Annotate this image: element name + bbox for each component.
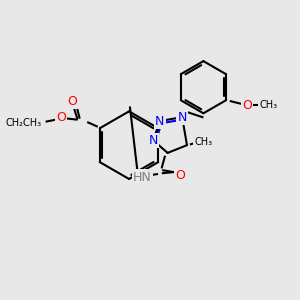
Text: O: O — [175, 169, 185, 182]
Text: N: N — [178, 111, 187, 124]
Text: HN: HN — [133, 170, 152, 184]
Text: N: N — [148, 134, 158, 147]
Text: CH₃: CH₃ — [260, 100, 278, 110]
Text: N: N — [155, 115, 165, 128]
Text: CH₂CH₃: CH₂CH₃ — [6, 118, 42, 128]
Text: CH₃: CH₃ — [194, 137, 212, 147]
Text: O: O — [67, 95, 77, 108]
Text: O: O — [56, 111, 66, 124]
Text: O: O — [242, 99, 252, 112]
